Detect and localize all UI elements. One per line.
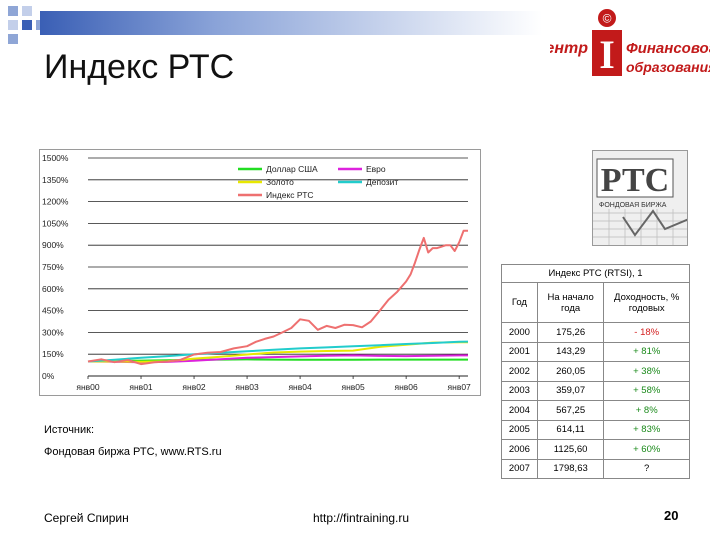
x-tick-label: янв05 [341,382,365,392]
decor-square [8,20,18,30]
table-row: 2000 175,26- 18% [501,322,690,343]
logo-word-1: Центр [550,40,588,57]
table-cell-value: 1125,60 [536,439,605,460]
logo-big-letter: I [599,32,615,77]
y-tick-label: 750% [42,262,64,272]
table-cell-value: 614,11 [536,419,605,440]
series-line-3 [87,340,469,363]
table-cell-return: + 60% [603,439,690,460]
source-label: Источник: [44,424,95,436]
table-cell-value: 359,07 [536,380,605,401]
table-cell-return: ? [603,458,690,479]
series-line-0 [87,358,468,363]
table-header-return: Доходность, % годовых [603,282,690,323]
decor-square [8,6,18,16]
legend-label: Золото [266,177,294,187]
rts-logo-subtitle: ФОНДОВАЯ БИРЖА [599,202,667,209]
table-row: 2005 614,11 + 83% [501,419,690,440]
table-row: 2002 260,05 + 38% [501,361,690,382]
table-cell-value: 260,05 [536,361,605,382]
series-line-4 [87,229,468,366]
logo-big-i-block [592,30,622,76]
table-cell-return: + 81% [603,341,690,362]
x-tick-label: янв07 [448,382,472,392]
table-cell-year: 2002 [501,361,538,382]
x-tick-label: янв06 [394,382,418,392]
decor-square [22,6,32,16]
table-cell-value: 567,25 [536,400,605,421]
table-header-value: На начало года [536,282,605,323]
table-header-year: Год [501,282,538,323]
table-cell-value: 143,29 [536,341,605,362]
decor-square [22,20,32,30]
source-text: Фондовая биржа РТС, www.RTS.ru [44,446,222,458]
table-cell-year: 2006 [501,439,538,460]
table-row: 2001 143,29 + 81% [501,341,690,362]
logo-word-2: Финансового [626,40,710,57]
table-cell-year: 2007 [501,458,538,479]
table-row: 2003 359,07 + 58% [501,380,690,401]
table-cell-year: 2005 [501,419,538,440]
page-number: 20 [664,508,679,523]
y-tick-label: 1200% [42,197,69,207]
y-tick-label: 1500% [42,153,69,163]
table-cell-year: 2001 [501,341,538,362]
copyright-mark: © [603,12,612,26]
title-gradient-bar [40,11,542,35]
rts-logo-graphic: РТС ФОНДОВАЯ БИРЖА [593,151,687,245]
table-cell-return: + 58% [603,380,690,401]
x-tick-label: янв01 [129,382,153,392]
table-caption: Индекс РТС (RTSI), 1 [501,264,690,283]
page-title: Индекс РТС [44,48,235,86]
rts-line-chart: 0% 150% 300% 450% 600% 750% 900% 1050% 1200% 1350… [42,153,472,392]
y-tick-label: 450% [42,306,64,316]
y-tick-label: 150% [42,349,64,359]
legend-label: Депозит [366,177,398,187]
chart-frame: 0% 150% 300% 450% 600% 750% 900% 1050% 1200% 1350… [39,149,481,396]
y-tick-label: 600% [42,284,64,294]
table-cell-return: + 38% [603,361,690,382]
author-name: Сергей Спирин [44,511,129,525]
x-tick-label: янв04 [288,382,312,392]
logo-word-3: образования [626,59,710,75]
y-tick-label: 300% [42,327,64,337]
rts-exchange-logo: РТС ФОНДОВАЯ БИРЖА [592,150,688,246]
table-cell-value: 1798,63 [536,458,605,479]
table-row: 2004 567,25 + 8% [501,400,690,421]
table-row: 2006 1125,60 + 60% [501,439,690,460]
y-tick-label: 1050% [42,218,69,228]
copyright-circle-icon [598,9,616,27]
x-tick-label: янв00 [76,382,100,392]
table-cell-return: + 8% [603,400,690,421]
decor-square [8,34,18,44]
site-url[interactable]: http://fintraining.ru [313,511,410,525]
table-cell-year: 2003 [501,380,538,401]
legend-label: Доллар США [266,164,318,174]
fintraining-logo: © I Центр Финансового образования [550,9,710,77]
y-tick-label: 0% [42,371,55,381]
rts-index-table: Индекс РТС (RTSI), 1 Год На начало года … [501,264,690,479]
table-cell-return: - 18% [603,322,690,343]
x-tick-label: янв02 [182,382,206,392]
table-cell-value: 175,26 [536,322,605,343]
y-tick-label: 900% [42,240,64,250]
table-row: 2007 1798,63? [501,458,690,479]
legend-label: Индекс РТС [266,190,314,200]
legend-label: Евро [366,164,386,174]
y-tick-label: 1350% [42,175,69,185]
x-tick-label: янв03 [235,382,259,392]
table-cell-return: + 83% [603,419,690,440]
table-cell-year: 2004 [501,400,538,421]
table-cell-year: 2000 [501,322,538,343]
rts-logo-name: РТС [601,162,669,199]
